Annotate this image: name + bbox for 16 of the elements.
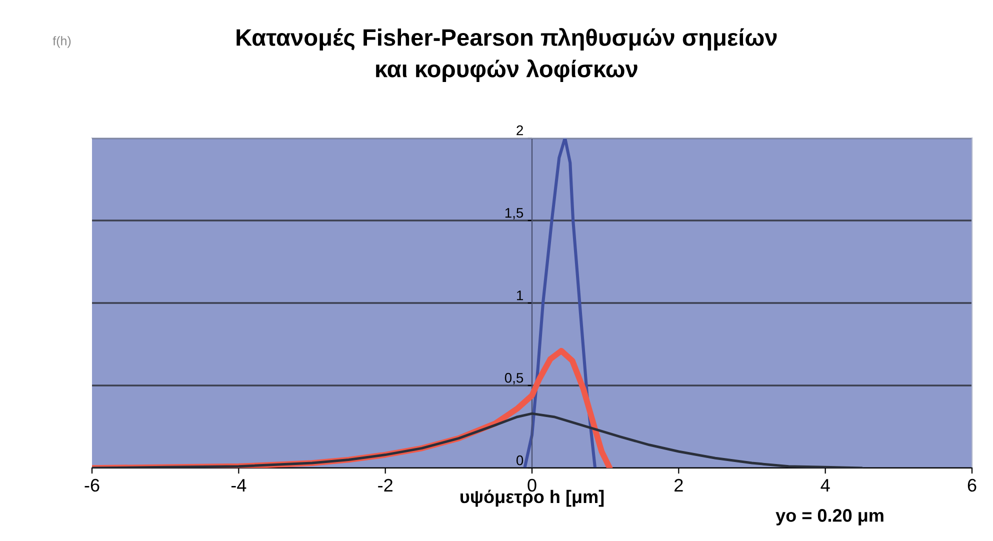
x-tick-label: 6 [968, 478, 976, 492]
text: f(h) [52, 36, 71, 48]
x-tick-label: 2 [674, 478, 683, 492]
x-tick-label: 4 [820, 479, 830, 492]
x-tick-label: -6 [84, 478, 100, 492]
chart-title: Κατανομές Fisher-Pearson πληθυσμών σημείων και κορυφών λοφίσκων [236, 28, 777, 82]
y-tick-label: 1,5 [505, 208, 524, 220]
x-axis-title: υψόμετρο h [μm] [460, 490, 604, 507]
y-tick-label: 2 [516, 125, 523, 136]
y-tick-label: 0,5 [504, 372, 524, 384]
x-tick-label: -4 [231, 479, 246, 492]
x-tick-label: -2 [378, 478, 392, 492]
y-tick-label: 0 [516, 455, 524, 466]
y-tick-label: 1 [517, 290, 523, 300]
text: yo = 0.20 μm [776, 509, 884, 526]
x-tick-label: 0 [528, 478, 536, 492]
